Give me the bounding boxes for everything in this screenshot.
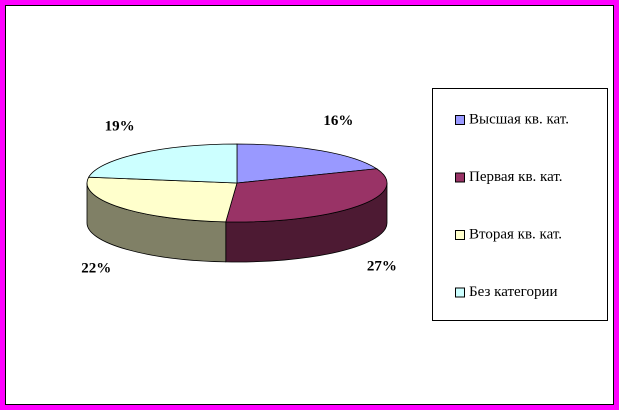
legend-box <box>432 88 608 321</box>
pie-slice <box>236 143 378 184</box>
legend-swatch <box>455 172 465 183</box>
value-label: 27% <box>367 258 397 274</box>
legend-label: Высшая кв. кат. <box>469 111 569 127</box>
legend-swatch <box>455 287 465 298</box>
value-label: 19% <box>105 118 135 134</box>
legend-swatch <box>455 230 465 240</box>
value-label: 16% <box>323 113 353 129</box>
pie-slice <box>87 143 238 184</box>
value-label: 22% <box>81 261 111 277</box>
pie-slice <box>86 176 238 223</box>
legend-label: Первая кв. кат. <box>469 169 563 185</box>
legend-swatch <box>455 115 465 125</box>
legend-label: Без категории <box>469 284 558 300</box>
pie-slice <box>225 168 388 223</box>
frame-inner <box>5 5 614 405</box>
legend-label: Вторая кв. кат. <box>469 226 562 242</box>
